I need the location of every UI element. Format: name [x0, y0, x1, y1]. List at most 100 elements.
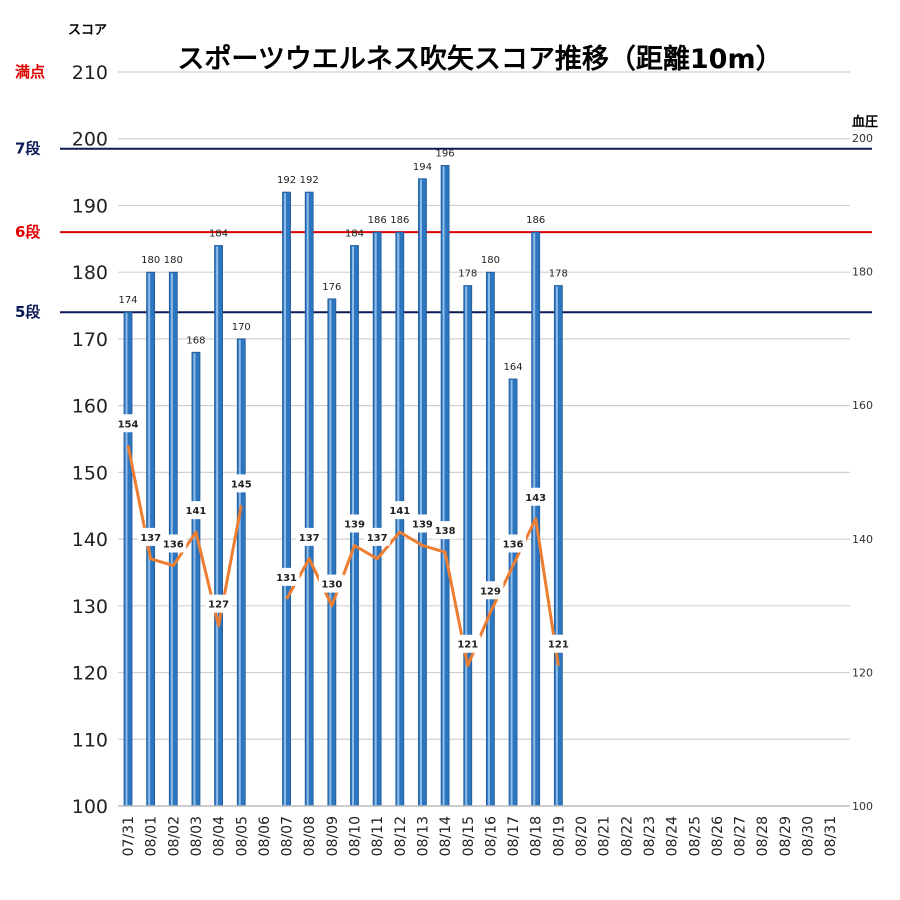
- x-tick-label: 08/16: [483, 816, 499, 856]
- x-tick-label: 08/20: [574, 816, 590, 856]
- x-tick-label: 08/08: [302, 816, 318, 856]
- score-bar-highlight: [125, 313, 128, 805]
- score-bar: [440, 165, 450, 807]
- bar-value-label: 184: [345, 228, 364, 239]
- score-bar-highlight: [465, 286, 468, 805]
- bar-value-label: 186: [526, 215, 545, 226]
- reference-label: 7段: [15, 140, 40, 158]
- score-bar: [304, 191, 314, 807]
- score-bar-highlight: [284, 193, 287, 806]
- line-value-label: 136: [163, 540, 184, 551]
- score-bar-highlight: [306, 193, 309, 806]
- line-label-background: [386, 501, 413, 520]
- score-bar-highlight: [329, 299, 332, 805]
- x-tick-label: 08/15: [461, 816, 477, 856]
- blood-pressure-line-segment: [285, 517, 560, 668]
- score-bar-highlight: [510, 379, 513, 805]
- line-value-label: 127: [208, 600, 229, 611]
- line-label-background: [364, 527, 391, 546]
- y2-tick-label: 100: [852, 800, 873, 813]
- line-label-background: [409, 514, 436, 533]
- line-label-background: [137, 527, 164, 546]
- x-tick-label: 08/13: [415, 816, 431, 856]
- bar-value-label: 174: [118, 295, 137, 306]
- y-tick-label: 170: [72, 329, 108, 351]
- line-value-label: 129: [480, 586, 501, 597]
- chart-title: スポーツウエルネス吹矢スコア推移（距離10m）: [177, 43, 782, 75]
- score-bar: [418, 178, 427, 807]
- bar-value-label: 164: [504, 362, 523, 373]
- line-label-background: [182, 501, 209, 520]
- y-tick-label: 120: [72, 663, 108, 685]
- line-value-label: 137: [140, 533, 161, 544]
- line-label-background: [341, 514, 368, 533]
- score-bar: [236, 338, 246, 807]
- line-label-background: [522, 487, 549, 506]
- bar-value-label: 196: [436, 148, 455, 159]
- score-bar: [214, 245, 224, 807]
- score-bar-highlight: [238, 339, 241, 805]
- y-tick-label: 110: [72, 729, 108, 751]
- reference-label: 5段: [15, 303, 40, 321]
- bar-value-label: 168: [186, 335, 205, 346]
- line-value-label: 121: [457, 640, 478, 651]
- x-tick-label: 08/21: [597, 816, 613, 856]
- x-tick-label: 08/18: [529, 816, 545, 856]
- bar-value-label: 178: [549, 269, 568, 280]
- x-tick-label: 08/22: [619, 816, 635, 856]
- score-bar: [463, 285, 473, 807]
- y2-axis-label: 血圧: [852, 114, 878, 130]
- x-tick-label: 08/03: [189, 816, 205, 856]
- line-value-label: 137: [367, 533, 388, 544]
- bar-value-label: 194: [413, 162, 432, 173]
- bar-value-label: 170: [232, 322, 251, 333]
- line-label-background: [454, 634, 481, 653]
- x-tick-label: 07/31: [121, 816, 137, 856]
- y-tick-label: 190: [72, 195, 108, 217]
- line-value-label: 136: [503, 540, 524, 551]
- y-tick-label: 210: [72, 62, 108, 84]
- x-tick-label: 08/01: [144, 816, 160, 856]
- axes: 100 110 120 130 140 150 160 170 180 190 200 210 100 1…: [72, 62, 873, 856]
- bar-value-label: 180: [164, 255, 183, 266]
- bar-value-label: 180: [481, 255, 500, 266]
- x-tick-label: 08/28: [755, 816, 771, 856]
- line-value-label: 131: [276, 573, 297, 584]
- x-tick-label: 08/14: [438, 816, 454, 856]
- score-bar: [508, 378, 518, 807]
- line-label-background: [432, 521, 459, 540]
- score-bar: [553, 285, 563, 807]
- line-label-background: [228, 474, 255, 493]
- x-tick-label: 08/05: [234, 816, 250, 856]
- score-bar-highlight: [555, 286, 558, 805]
- score-bar-highlight: [193, 353, 196, 805]
- bar-value-label: 180: [141, 255, 160, 266]
- y2-tick-label: 120: [852, 666, 873, 679]
- y2-tick-label: 200: [852, 132, 873, 145]
- score-bar-highlight: [374, 233, 377, 806]
- x-tick-label: 08/29: [778, 816, 794, 856]
- y-tick-label: 180: [72, 262, 108, 284]
- y-tick-label: 140: [72, 529, 108, 551]
- bar-value-label: 176: [322, 282, 341, 293]
- y2-tick-label: 140: [852, 533, 873, 546]
- bar-value-label: 184: [209, 228, 228, 239]
- y2-tick-label: 180: [852, 266, 873, 279]
- y-axis-label: スコア: [68, 23, 107, 38]
- x-tick-label: 08/30: [801, 816, 817, 856]
- score-bar: [123, 311, 133, 807]
- score-bar: [327, 298, 337, 807]
- line-label-background: [160, 534, 187, 553]
- score-bar: [282, 191, 291, 807]
- line-value-label: 141: [389, 506, 410, 517]
- grid-lines: [118, 71, 850, 807]
- y-tick-label: 100: [72, 796, 108, 818]
- x-tick-label: 08/11: [370, 816, 386, 856]
- line-value-label: 137: [299, 533, 320, 544]
- score-bar-highlight: [419, 179, 422, 805]
- score-bar: [191, 351, 201, 807]
- y-tick-label: 160: [72, 396, 108, 418]
- line-label-background: [273, 567, 300, 586]
- line-label-background: [115, 414, 141, 433]
- bar-value-label: 186: [390, 215, 409, 226]
